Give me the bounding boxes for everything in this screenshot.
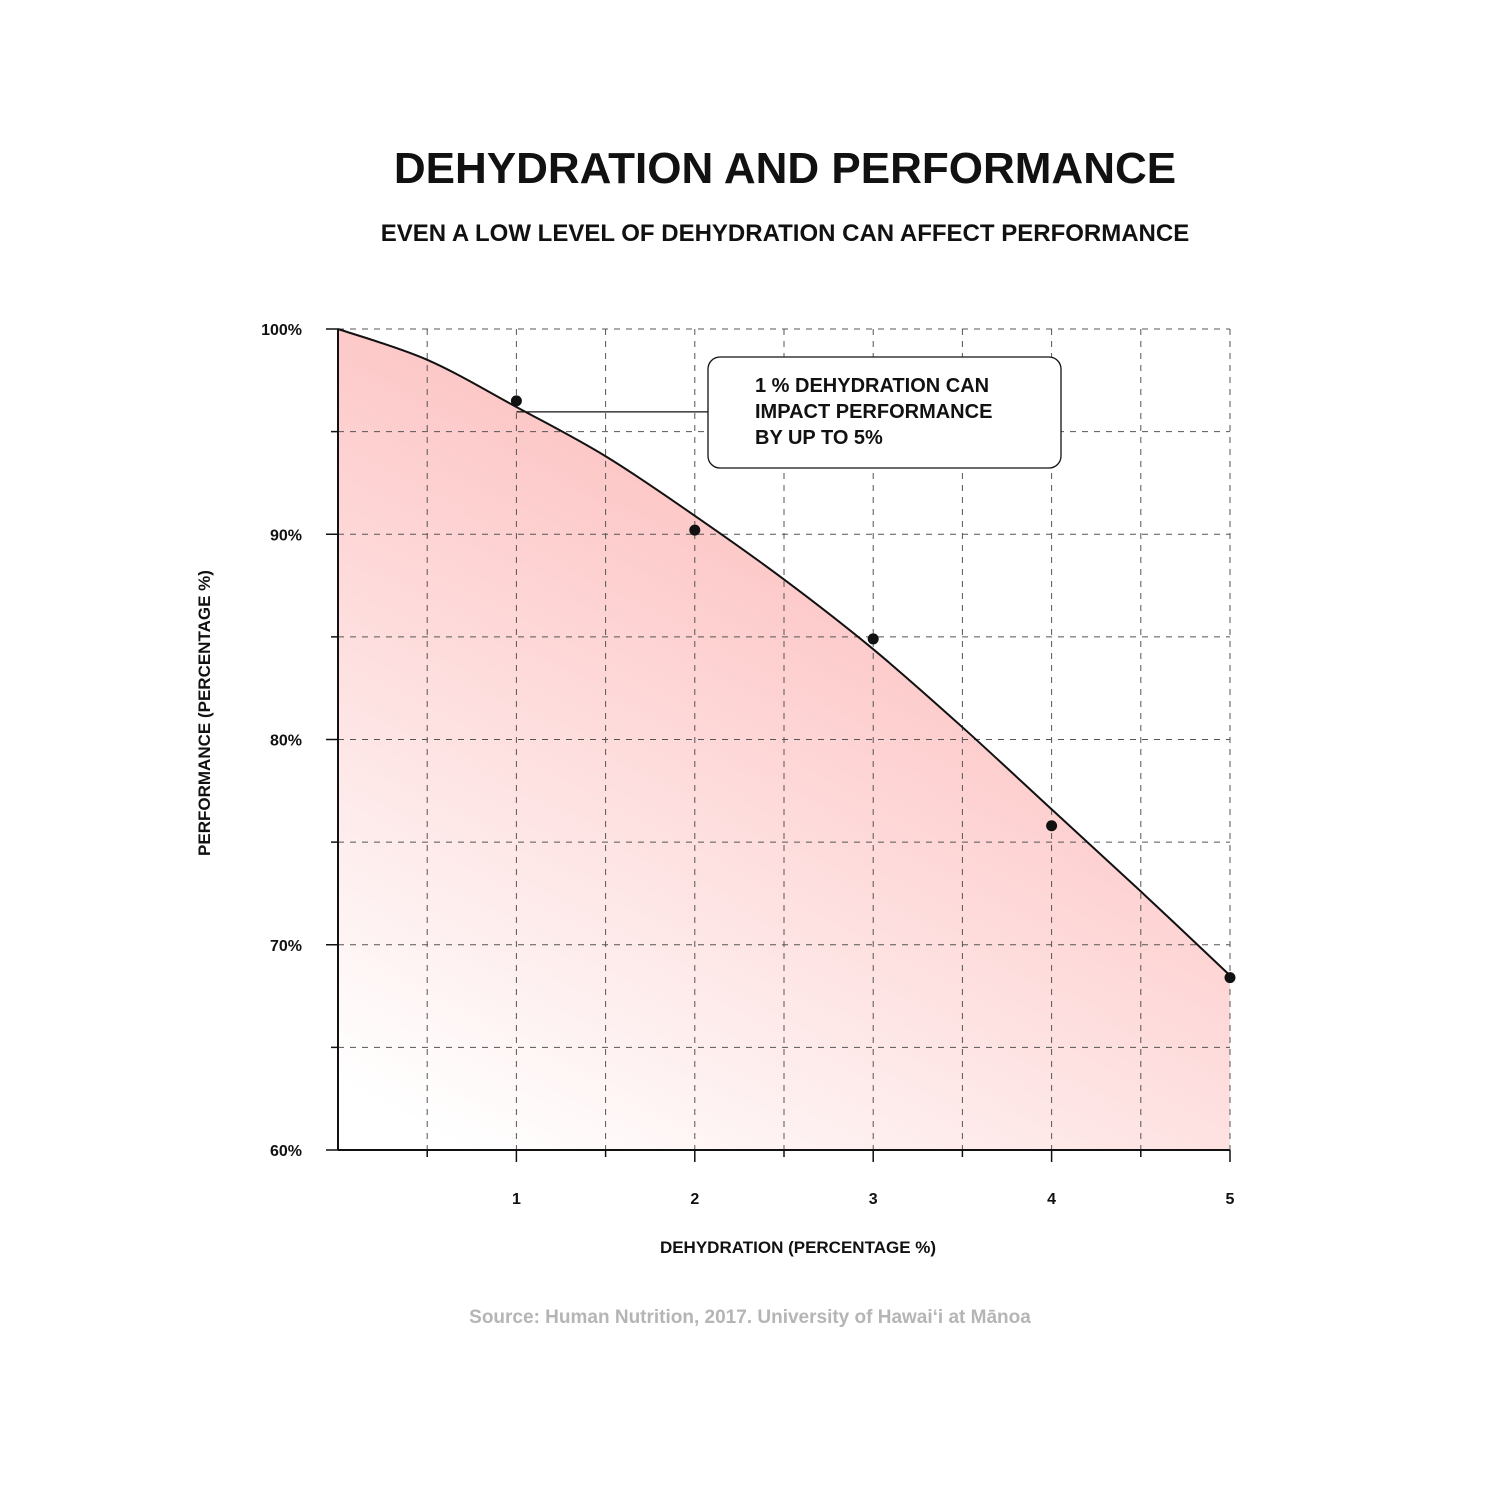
data-point [689,524,701,536]
data-point [1224,972,1236,984]
callout-line-2: IMPACT PERFORMANCE [755,401,992,423]
annotation-callout: 1 % DEHYDRATION CAN IMPACT PERFORMANCE B… [516,356,1062,469]
tick-labels: 60% 70% 80% 90% 100% 1 2 3 4 5 [261,322,1234,1208]
x-axis-label: DEHYDRATION (PERCENTAGE %) [660,1238,936,1257]
y-tick-label: 60% [270,1143,302,1160]
y-axis-label: PERFORMANCE (PERCENTAGE %) [195,570,214,856]
x-tick-label: 1 [512,1191,521,1208]
data-points [510,395,1236,984]
data-point [1046,820,1058,832]
x-tick-label: 5 [1226,1191,1235,1208]
x-tick-label: 4 [1047,1191,1056,1208]
callout-line-3: BY UP TO 5% [755,427,883,449]
data-point [867,633,879,645]
callout-line-1: 1 % DEHYDRATION CAN [755,375,989,397]
x-tick-label: 2 [690,1191,699,1208]
y-tick-label: 100% [261,322,302,339]
x-tick-label: 3 [869,1191,878,1208]
data-point [510,395,522,407]
y-tick-label: 80% [270,733,302,750]
source-note: Source: Human Nutrition, 2017. Universit… [469,1307,1031,1328]
chart-title: DEHYDRATION AND PERFORMANCE [394,144,1176,193]
y-tick-label: 90% [270,527,302,544]
chart-subtitle: EVEN A LOW LEVEL OF DEHYDRATION CAN AFFE… [381,220,1189,247]
callout-box [707,356,1062,469]
performance-curve [337,328,1231,977]
y-tick-label: 70% [270,938,302,955]
axes [326,328,1231,1162]
